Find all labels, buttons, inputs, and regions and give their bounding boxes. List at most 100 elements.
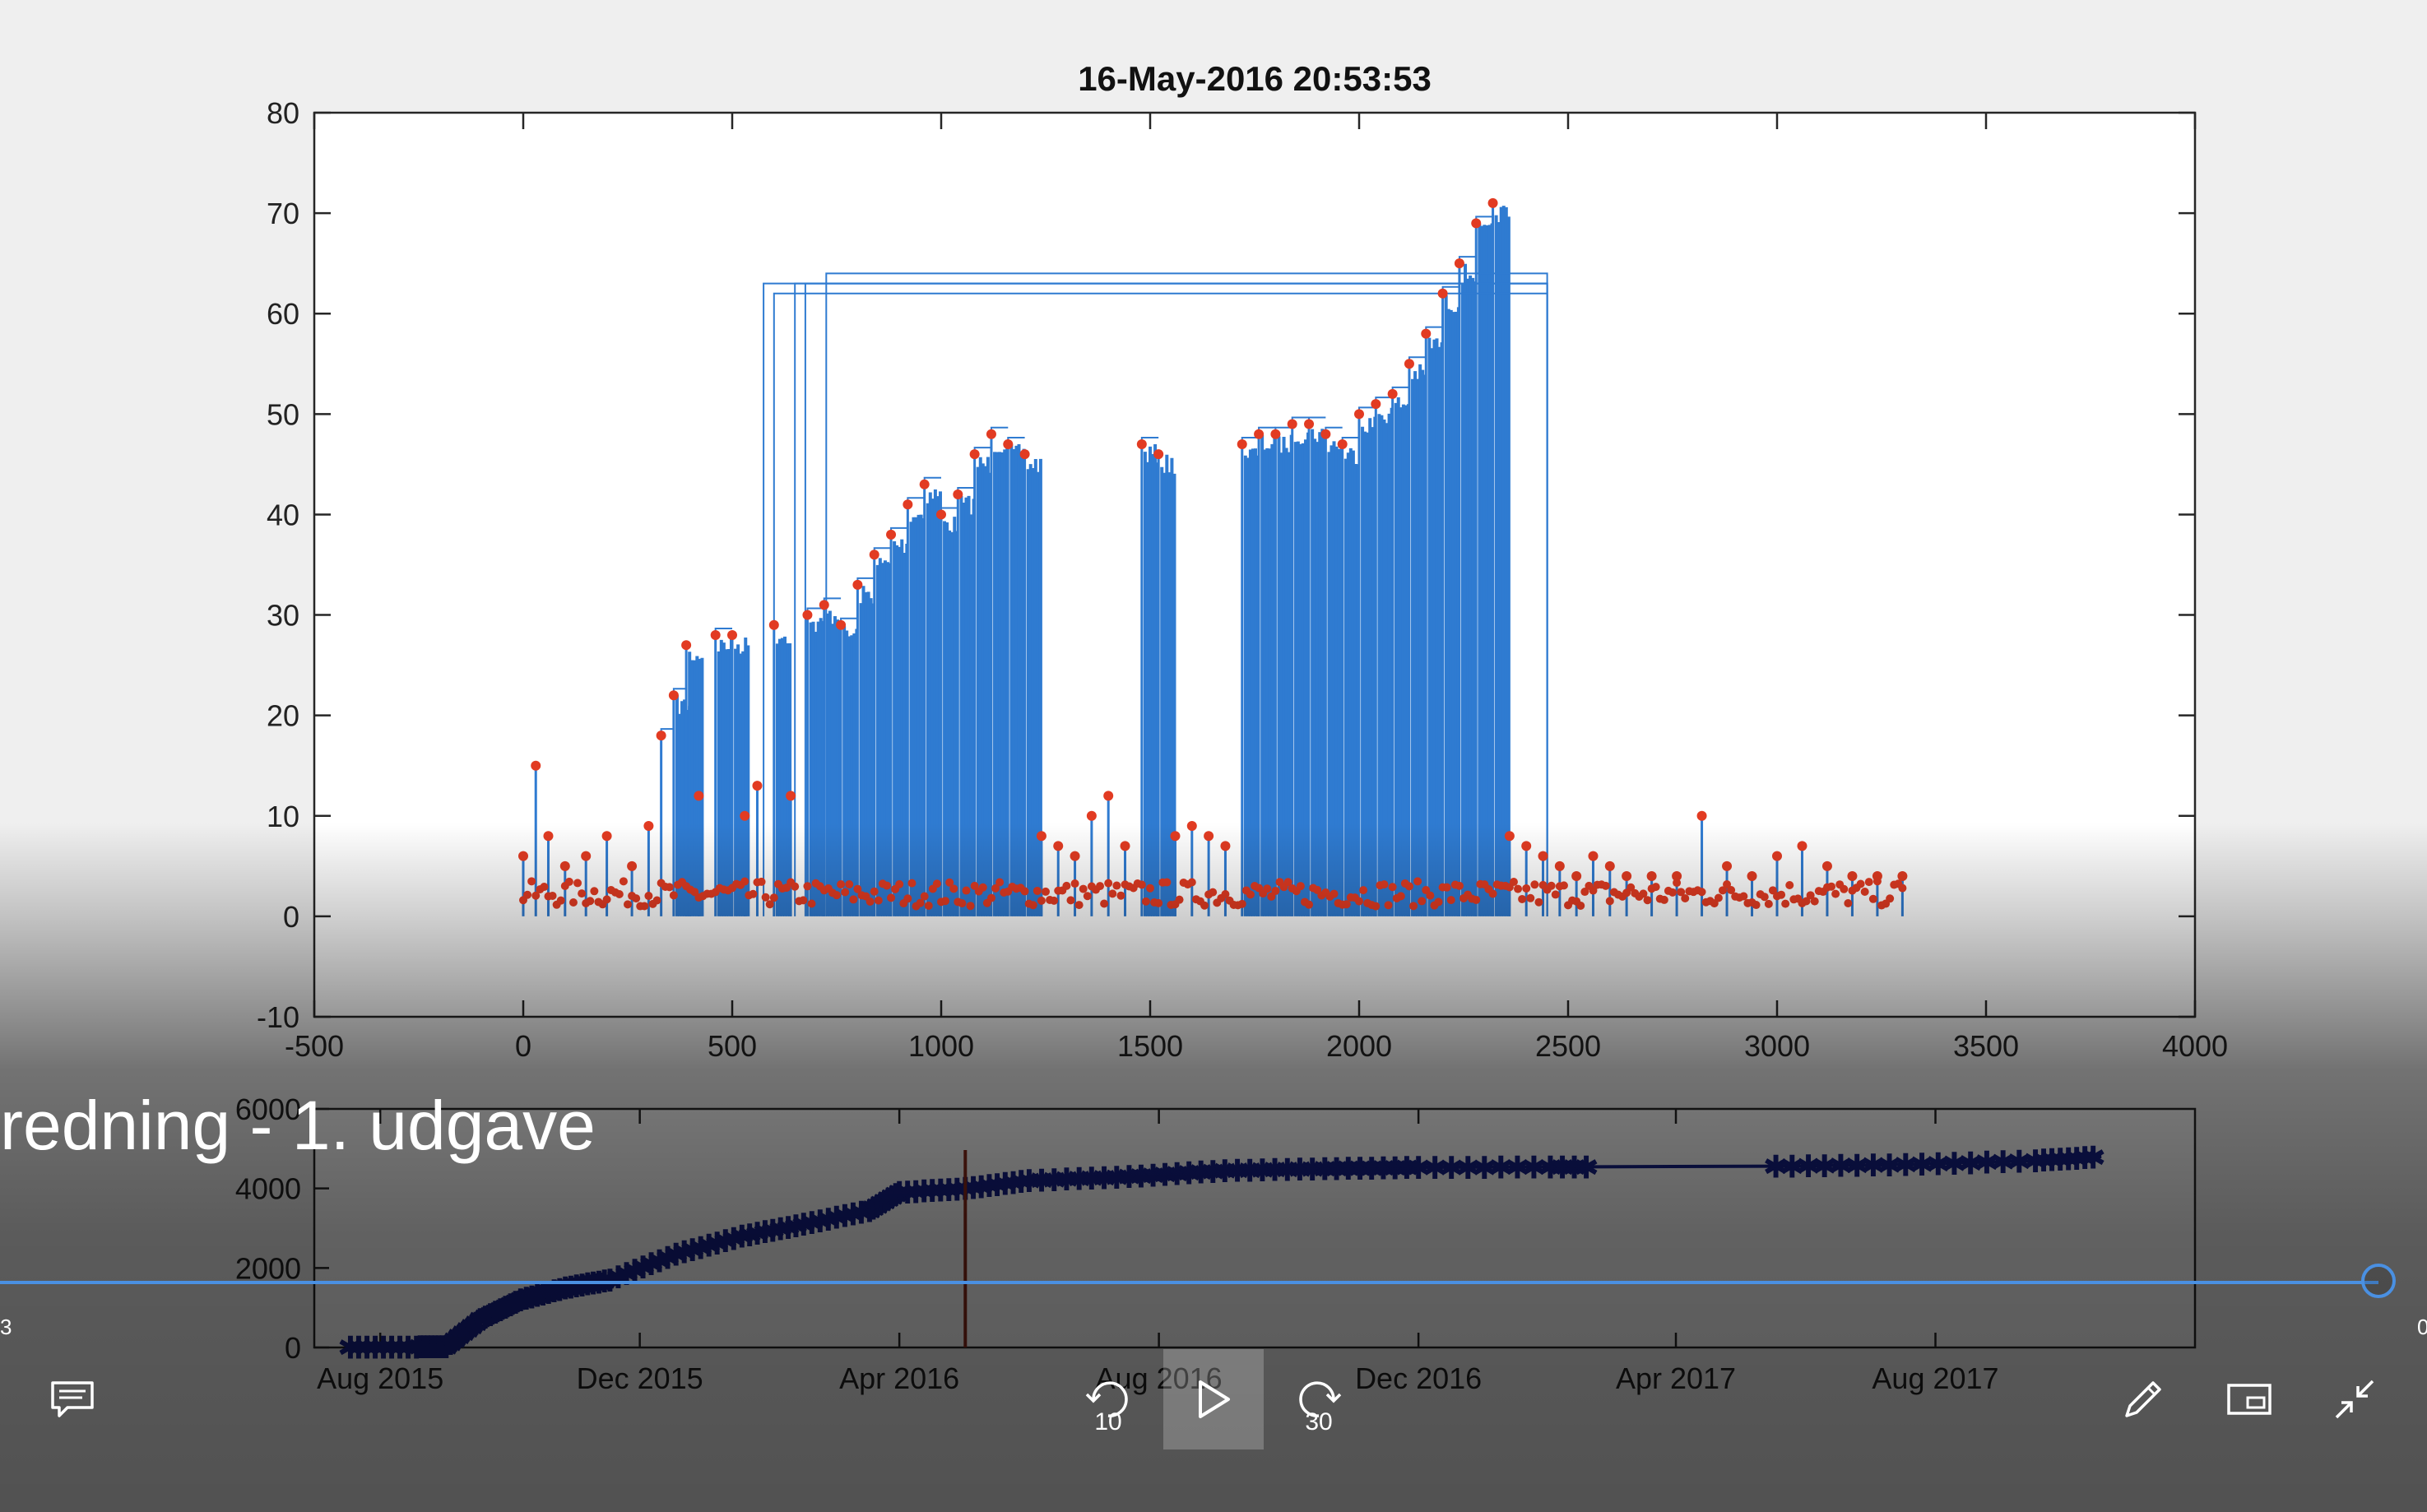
series-point: [1747, 871, 1757, 882]
series-point: [1263, 884, 1272, 893]
series-point: [1847, 871, 1858, 882]
forward-icon: [1299, 1381, 1342, 1417]
series-point: [1526, 893, 1535, 902]
series-point: [1062, 881, 1071, 890]
series-point: [1141, 897, 1150, 906]
rewind-10-button[interactable]: 10: [1058, 1349, 1158, 1449]
series-point: [1781, 899, 1790, 908]
series-point: [1287, 419, 1297, 429]
series-point: [966, 902, 975, 911]
y-tick-label: 0: [283, 900, 299, 934]
series-point: [1651, 883, 1660, 892]
series-point: [786, 791, 796, 801]
series-point: [1840, 884, 1849, 893]
series-point: [1037, 896, 1046, 905]
series-point: [1844, 898, 1853, 907]
series-point: [1534, 897, 1543, 907]
series-point: [1864, 878, 1873, 887]
timeline-x-tick-label: Dec 2016: [1355, 1361, 1482, 1395]
forward-30-button[interactable]: 30: [1269, 1349, 1369, 1449]
series-point: [949, 884, 958, 893]
series-point: [1254, 429, 1265, 439]
series-point: [1112, 881, 1121, 890]
series-point: [1681, 894, 1690, 903]
seek-thumb[interactable]: [2361, 1264, 2396, 1298]
series-point: [586, 897, 595, 906]
captions-button[interactable]: [22, 1349, 123, 1449]
series-point: [837, 880, 846, 889]
series-point: [1270, 429, 1281, 439]
series-point: [865, 897, 875, 906]
series-point: [1237, 899, 1246, 908]
series-point: [624, 900, 632, 909]
series-point: [640, 902, 649, 911]
series-point: [1547, 881, 1556, 890]
series-point: [1083, 892, 1092, 901]
exit-fullscreen-button[interactable]: [2304, 1349, 2405, 1449]
series-point: [1827, 882, 1836, 891]
y-tick-label: 20: [267, 699, 299, 733]
series-point: [941, 897, 950, 906]
series-point: [518, 851, 528, 861]
series-point: [757, 877, 766, 886]
series-point: [1697, 888, 1706, 897]
series-point: [924, 902, 933, 911]
series-point: [1200, 901, 1209, 910]
series-point: [886, 529, 897, 540]
series-point: [803, 882, 812, 891]
timeline-x-tick-label: Dec 2015: [577, 1361, 703, 1395]
series-point: [681, 640, 692, 651]
series-point: [1186, 820, 1197, 831]
draw-button[interactable]: [2093, 1349, 2193, 1449]
y-tick-label: 30: [267, 599, 299, 633]
series-point: [1086, 810, 1097, 821]
series-point: [1079, 884, 1088, 893]
series-point: [740, 877, 749, 886]
series-point: [807, 899, 816, 908]
mini-view-button[interactable]: [2199, 1349, 2299, 1449]
play-button[interactable]: [1163, 1349, 1264, 1449]
series-point: [1521, 841, 1532, 851]
series-point: [668, 690, 679, 701]
series-point: [1033, 886, 1042, 895]
x-tick-label: 1500: [1117, 1029, 1183, 1063]
series-point: [874, 896, 883, 905]
series-point: [845, 880, 854, 889]
series-point: [1388, 883, 1397, 892]
series-point: [819, 600, 829, 610]
series-point: [1096, 882, 1105, 891]
series-point: [652, 896, 661, 905]
series-point: [1571, 871, 1582, 882]
series-point: [1409, 902, 1418, 911]
timeline-y-tick-label: 0: [285, 1331, 301, 1365]
series-point: [870, 887, 879, 896]
series-point: [919, 479, 930, 489]
series-point: [1442, 883, 1451, 892]
timeline-x-tick-label: Aug 2017: [1872, 1361, 1998, 1395]
series-point: [727, 629, 737, 640]
captions-icon: [51, 1381, 94, 1417]
series-point: [1066, 896, 1075, 905]
series-point: [523, 890, 532, 899]
series-point: [1605, 897, 1614, 906]
seek-bar[interactable]: [0, 1281, 2378, 1284]
series-point: [1604, 860, 1615, 871]
series-point: [1530, 880, 1539, 889]
series-point: [1404, 359, 1414, 369]
series-point: [986, 893, 995, 902]
series-point: [1359, 886, 1368, 895]
series-point: [852, 579, 863, 590]
series-point: [1116, 891, 1125, 900]
series-point: [1421, 328, 1432, 339]
series-point: [1576, 901, 1585, 910]
y-tick-label: -10: [257, 1000, 299, 1034]
series-point: [962, 886, 971, 895]
series-point: [1070, 879, 1079, 888]
collapse-icon: [2335, 1380, 2374, 1419]
series-point: [619, 877, 628, 886]
series-point: [531, 760, 541, 771]
series-point: [1551, 890, 1560, 899]
series-point: [1856, 879, 1865, 888]
rewind-seconds-label: 10: [1094, 1408, 1122, 1435]
